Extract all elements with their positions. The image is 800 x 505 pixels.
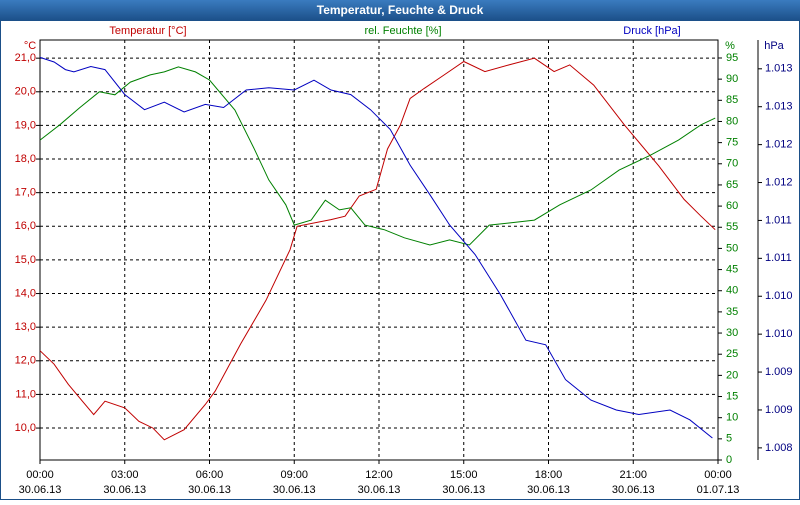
y-tick-label: 20,0: [15, 86, 36, 98]
y2-tick-label: 30: [726, 327, 738, 339]
y2-tick-label: 5: [726, 433, 732, 445]
y-tick-label: 12,0: [15, 355, 36, 367]
x-tick-date: 30.06.13: [527, 484, 570, 496]
y-tick-label: 18,0: [15, 153, 36, 165]
x-tick-label: 12:00: [365, 469, 393, 481]
y2-tick-label: 40: [726, 285, 738, 297]
y-tick-label: 16,0: [15, 220, 36, 232]
y2-tick-label: 25: [726, 348, 738, 360]
y3-tick-label: 1.012: [765, 176, 793, 188]
series-line: [39, 56, 713, 439]
y2-tick-label: 35: [726, 306, 738, 318]
x-tick-date: 30.06.13: [19, 484, 62, 496]
y2-tick-label: 75: [726, 137, 738, 149]
y-tick-label: 14,0: [15, 287, 36, 299]
y-unit: °C: [24, 40, 36, 52]
y3-tick-label: 1.009: [765, 404, 793, 416]
x-tick-label: 03:00: [111, 469, 139, 481]
y3-tick-label: 1.008: [765, 442, 793, 454]
x-tick-date: 30.06.13: [442, 484, 485, 496]
plot-frame: [39, 39, 719, 461]
y3-tick-label: 1.009: [765, 366, 793, 378]
y2-tick-label: 50: [726, 242, 738, 254]
y-tick-label: 21,0: [15, 52, 36, 64]
x-tick-label: 09:00: [280, 469, 308, 481]
y2-tick-label: 15: [726, 390, 738, 402]
y2-tick-label: 55: [726, 221, 738, 233]
y-tick-label: 13,0: [15, 321, 36, 333]
x-tick-date: 30.06.13: [273, 484, 316, 496]
y3-tick-label: 1.011: [765, 214, 792, 226]
legend-label: Druck [hPa]: [623, 25, 680, 37]
y2-tick-label: 80: [726, 115, 738, 127]
y2-tick-label: 70: [726, 158, 738, 170]
y-tick-label: 19,0: [15, 119, 36, 131]
x-tick-label: 06:00: [196, 469, 224, 481]
y2-unit: %: [725, 40, 735, 52]
y3-tick-label: 1.011: [765, 252, 792, 264]
y2-tick-label: 65: [726, 179, 738, 191]
x-tick-label: 00:00: [26, 469, 54, 481]
y3-tick-label: 1.012: [765, 139, 793, 151]
y3-tick-label: 1.013: [765, 101, 793, 113]
y2-tick-label: 95: [726, 52, 738, 64]
series-line: [39, 57, 716, 441]
series-line: [39, 66, 716, 246]
title-bar: [0, 0, 800, 21]
x-tick-date: 30.06.13: [103, 484, 146, 496]
y-tick-label: 10,0: [15, 422, 36, 434]
y3-tick-label: 1.013: [765, 63, 793, 75]
x-tick-date: 30.06.13: [188, 484, 231, 496]
x-tick-date: 01.07.13: [697, 484, 740, 496]
chart-title: Temperatur, Feuchte & Druck: [317, 3, 484, 17]
y-tick-label: 11,0: [15, 388, 36, 400]
y2-tick-label: 60: [726, 200, 738, 212]
legend-label: Temperatur [°C]: [109, 25, 186, 37]
x-tick-date: 30.06.13: [358, 484, 401, 496]
x-tick-label: 15:00: [450, 469, 478, 481]
x-tick-label: 00:00: [704, 469, 732, 481]
x-tick-date: 30.06.13: [612, 484, 655, 496]
y-tick-label: 15,0: [15, 254, 36, 266]
y-tick-label: 17,0: [15, 187, 36, 199]
y3-unit: hPa: [764, 40, 784, 52]
x-tick-label: 21:00: [619, 469, 647, 481]
y2-tick-label: 45: [726, 263, 738, 275]
y2-tick-label: 90: [726, 73, 738, 85]
y2-tick-label: 20: [726, 369, 738, 381]
y2-tick-label: 0: [726, 454, 732, 466]
y2-tick-label: 85: [726, 94, 738, 106]
legend-label: rel. Feuchte [%]: [364, 25, 441, 37]
y2-tick-label: 10: [726, 412, 738, 424]
y3-tick-label: 1.010: [765, 328, 793, 340]
x-tick-label: 18:00: [535, 469, 563, 481]
y3-tick-label: 1.010: [765, 290, 793, 302]
